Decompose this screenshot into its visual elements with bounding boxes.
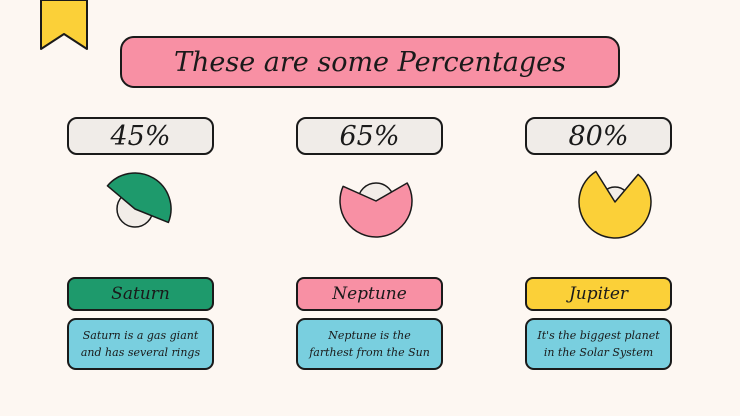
bookmark-icon <box>40 0 88 50</box>
pie-chart-saturn <box>106 172 172 228</box>
pie-slice-jupiter <box>578 170 652 239</box>
percentage-box-saturn: 45% <box>67 117 214 155</box>
label-saturn: Saturn <box>67 277 214 311</box>
pie-chart-neptune <box>339 182 413 238</box>
description-saturn: Saturn is a gas giant and has several ri… <box>67 318 214 370</box>
pie-chart-jupiter <box>578 170 652 239</box>
label-jupiter: Jupiter <box>525 277 672 311</box>
description-jupiter: It's the biggest planet in the Solar Sys… <box>525 318 672 370</box>
description-neptune: Neptune is the farthest from the Sun <box>296 318 443 370</box>
label-neptune: Neptune <box>296 277 443 311</box>
page-title: These are some Percentages <box>173 46 567 78</box>
percentage-box-jupiter: 80% <box>525 117 672 155</box>
percentage-box-neptune: 65% <box>296 117 443 155</box>
pie-slice-saturn <box>106 172 172 224</box>
pie-slice-neptune <box>339 182 413 238</box>
title-banner: These are some Percentages <box>120 36 620 88</box>
